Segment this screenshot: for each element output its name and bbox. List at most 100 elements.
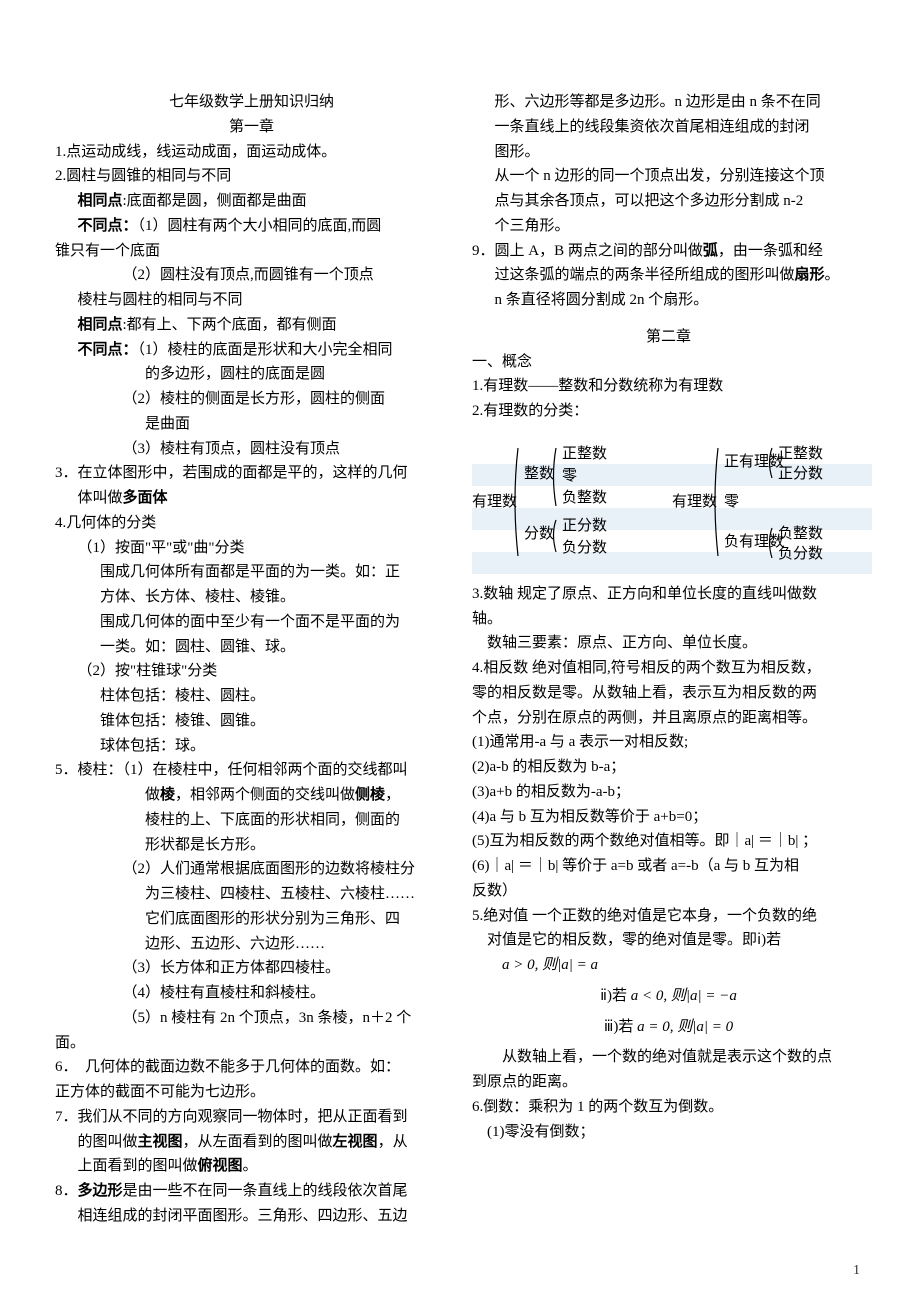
text: ， [385,787,400,803]
text: 过这条弧的端点的两条半径所组成的图形叫做 [495,267,795,283]
text: 围成几何体的面中至少有一个面不是平面的为 [55,610,448,635]
text: 。 [243,1158,258,1174]
text: 球体包括：球。 [55,734,448,759]
math: a = 0, 则|a| = 0 [637,1019,733,1035]
label: 正分数 [562,517,607,534]
bold-term: 扇形 [795,267,825,283]
text: ，从左面看到的图叫做 [183,1134,333,1150]
text: 为三棱柱、四棱柱、五棱柱、六棱柱…… [55,882,448,907]
text: 图形。 [472,140,865,165]
bold-label: 相同点 [78,193,123,209]
text: 到原点的距离。 [472,1070,865,1095]
text: 体叫做 [78,490,123,506]
text: 从一个 n 边形的同一个顶点出发，分别连接这个顶 [472,164,865,189]
text: （4）棱柱有直棱柱和斜棱柱。 [55,981,448,1006]
text: (3)a+b 的相反数为-a-b； [472,780,865,805]
text: ，由一条弧和经 [718,243,823,259]
label: 正分数 [778,465,823,482]
text: 锥体包括：棱锥、圆锥。 [55,709,448,734]
text: 4.相反数 绝对值相同,符号相反的两个数互为相反数， [472,656,865,681]
bold-term: 多边形 [78,1183,123,1199]
text: 个三角形。 [472,214,865,239]
text: 4.几何体的分类 [55,511,448,536]
text: ，从 [378,1134,408,1150]
doc-title: 七年级数学上册知识归纳 [55,90,448,115]
bold-term: 主视图 [138,1134,183,1150]
text: 正方体的截面不可能为七边形。 [55,1080,448,1105]
text: 过这条弧的端点的两条半径所组成的图形叫做扇形。 [472,263,865,288]
text: 的图叫做 [78,1134,138,1150]
text: 的多边形，圆柱的底面是圆 [55,362,448,387]
right-column: 形、六边形等都是多边形。n 边形是由 n 条不在同 一条直线上的线段集资依次首尾… [472,90,865,1229]
text: 5．棱柱：（1）在棱柱中，任何相邻两个面的交线都叫 [55,758,448,783]
text: (4)a 与 b 互为相反数等价于 a+b=0； [472,805,865,830]
bold-term: 俯视图 [198,1158,243,1174]
bold-label: 不同点： [78,342,138,358]
text: 。 [825,267,840,283]
text: 做棱，相邻两个侧面的交线叫做侧棱， [55,783,448,808]
text: 它们底面图形的形状分别为三角形、四 [55,907,448,932]
label: 零 [562,468,577,484]
bold-label: 不同点： [78,218,138,234]
left-column: 七年级数学上册知识归纳 第一章 1.点运动成线，线运动成面，面运动成体。 2.圆… [55,90,448,1229]
label: 零 [724,494,739,510]
two-column-layout: 七年级数学上册知识归纳 第一章 1.点运动成线，线运动成面，面运动成体。 2.圆… [55,90,865,1229]
text: 8． [55,1183,78,1199]
text: （3）长方体和正方体都四棱柱。 [55,956,448,981]
text: :都有上、下两个底面，都有侧面 [123,317,337,333]
text: 上面看到的图叫做俯视图。 [55,1154,448,1179]
text: 一、概念 [472,350,865,375]
text: 面。 [55,1031,448,1056]
text: 是曲面 [55,412,448,437]
text: 是由一些不在同一条直线上的线段依次首尾 [123,1183,408,1199]
label: 正整数 [562,445,607,462]
math: a < 0, 则|a| = −a [631,988,737,1004]
text: （2）人们通常根据底面图形的边数将棱柱分 [55,857,448,882]
text: （1）棱柱的底面是形状和大小完全相同 [138,342,393,358]
text: 从数轴上看，一个数的绝对值就是表示这个数的点 [472,1045,865,1070]
label: 负整数 [778,525,823,542]
text: 2.圆柱与圆锥的相同与不同 [55,164,448,189]
text: 形、六边形等都是多边形。n 边形是由 n 条不在同 [472,90,865,115]
label: 负整数 [562,489,607,506]
text: 5.绝对值 一个正数的绝对值是它本身，一个负数的绝 [472,904,865,929]
text: 柱体包括：棱柱、圆柱。 [55,684,448,709]
text: 做 [145,787,160,803]
text: 反数） [472,879,865,904]
text: 9．圆上 A，B 两点之间的部分叫做 [472,243,703,259]
text: (1)通常用-a 与 a 表示一对相反数; [472,730,865,755]
text: (2)a-b 的相反数为 b-a； [472,755,865,780]
label: 负分数 [778,545,823,562]
text: 锥只有一个底面 [55,239,448,264]
text: （1）按面"平"或"曲"分类 [55,536,448,561]
text: ⅱ)若 [600,988,627,1004]
text: （2）按"柱锥球"分类 [55,659,448,684]
text: 不同点：（1）圆柱有两个大小相同的底面,而圆 [55,214,448,239]
text: 1.点运动成线，线运动成面，面运动成体。 [55,140,448,165]
label: 正整数 [778,445,823,462]
page-number: 1 [853,1259,860,1282]
rational-number-classification-diagram: 有理数 整数 正整数 零 负整数 分数 正分数 负分数 有理数 正有理数 正整数… [472,428,872,578]
formula-1: a > 0, 则|a| = a [472,953,865,978]
text: 轴。 [472,607,865,632]
text: 对值是它的相反数，零的绝对值是零。即ⅰ)若 [472,928,865,953]
text: 不同点：（1）棱柱的底面是形状和大小完全相同 [55,338,448,363]
text: 棱柱与圆柱的相同与不同 [55,288,448,313]
text: 围成几何体所有面都是平面的为一类。如：正 [55,560,448,585]
text: 棱柱的上、下底面的形状相同，侧面的 [55,808,448,833]
text: 6． 几何体的截面边数不能多于几何体的面数。如： [55,1055,448,1080]
text: 数轴三要素：原点、正方向、单位长度。 [472,631,865,656]
text: 9．圆上 A，B 两点之间的部分叫做弧，由一条弧和经 [472,239,865,264]
chapter-1-heading: 第一章 [55,115,448,140]
text: 的图叫做主视图，从左面看到的图叫做左视图，从 [55,1130,448,1155]
text: 体叫做多面体 [55,486,448,511]
bold-term: 多面体 [123,490,168,506]
label: 有理数 [472,493,517,510]
text: 相连组成的封闭平面图形。三角形、四边形、五边 [55,1204,448,1229]
text: 相同点:都有上、下两个底面，都有侧面 [55,313,448,338]
text: (5)互为相反数的两个数绝对值相等。即｜a| ＝｜b| ； [472,829,865,854]
text: （2）棱柱的侧面是长方形，圆柱的侧面 [55,387,448,412]
text: 边形、五边形、六边形…… [55,932,448,957]
text: 6.倒数：乘积为 1 的两个数互为倒数。 [472,1095,865,1120]
text: 一条直线上的线段集资依次首尾相连组成的封闭 [472,115,865,140]
